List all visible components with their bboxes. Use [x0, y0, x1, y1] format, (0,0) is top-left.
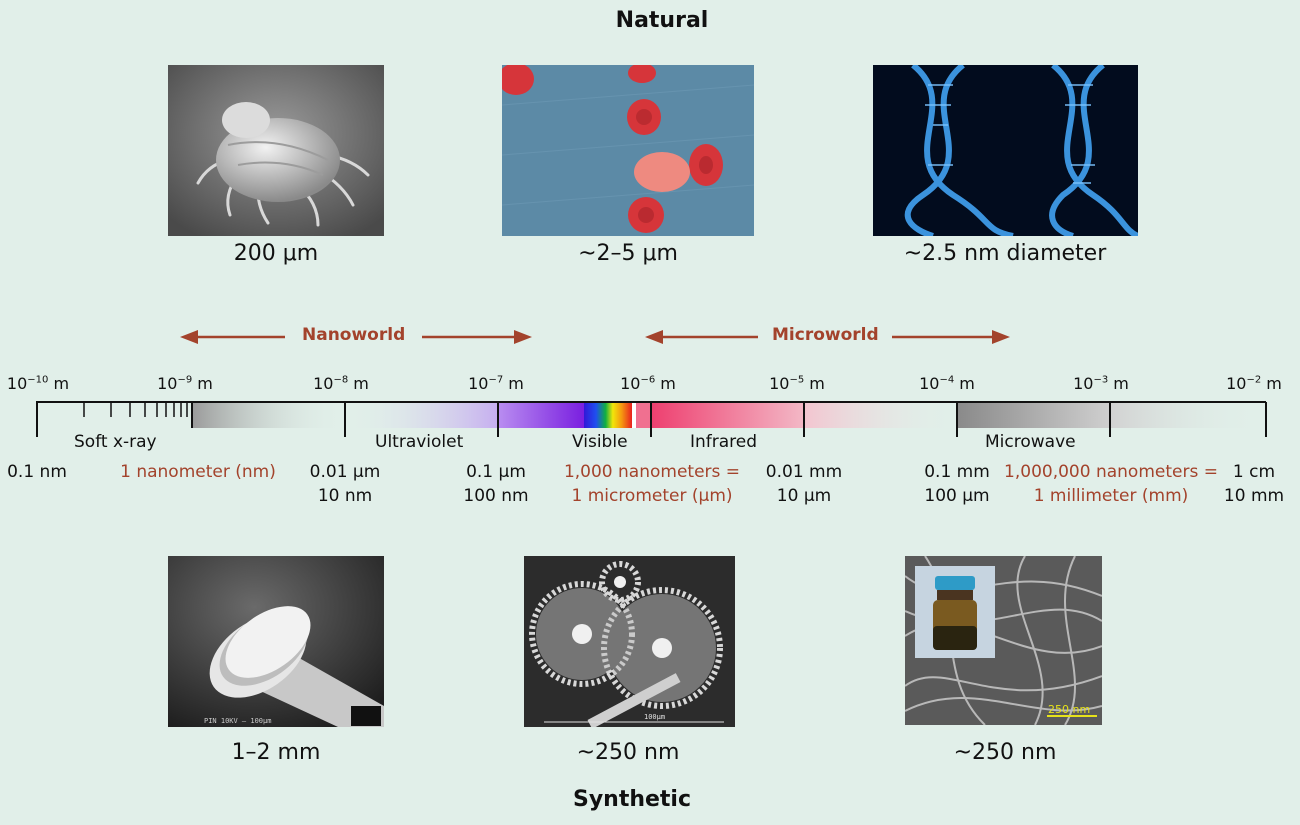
nanoworld-label: Nanoworld: [302, 325, 406, 345]
micro-gears-photo-label: 100μm: [644, 713, 665, 721]
band-ultraviolet: Ultraviolet: [375, 432, 464, 452]
microstructure-photo-label: PIN 10KV — 100μm: [204, 717, 271, 725]
natural-title: Natural: [615, 8, 709, 33]
measure-label: 0.1 μm 100 nm: [463, 462, 529, 506]
power-label: 10−10 m: [6, 374, 70, 393]
power-label: 10−2 m: [1226, 374, 1282, 393]
measure-label: 0.01 μm 10 nm: [309, 462, 381, 506]
band-microwave: Microwave: [985, 432, 1076, 452]
measure-label: 0.1 nm: [7, 462, 67, 482]
micro-gears-photo: 100μm: [524, 556, 735, 727]
dust-mite-caption: 200 μm: [233, 241, 319, 266]
red-blood-cells-caption: ~2–5 μm: [578, 241, 678, 266]
micrometer-definition: 1,000 nanometers = 1 micrometer (μm): [563, 462, 741, 506]
nanofibers-photo: 250 nm: [905, 556, 1102, 725]
measure-label: 1 cm 10 mm: [1223, 462, 1285, 506]
red-blood-cells-photo: [502, 65, 754, 236]
band-soft-xray: Soft x-ray: [74, 432, 157, 452]
nanometer-definition: 1 nanometer (nm): [120, 462, 276, 482]
power-label: 10−7 m: [468, 374, 524, 393]
nanofibers-photo-label: 250 nm: [1048, 703, 1090, 716]
world-arrows: [180, 330, 1010, 344]
millimeter-definition: 1,000,000 nanometers = 1 millimeter (mm): [1004, 462, 1218, 506]
power-label: 10−3 m: [1073, 374, 1129, 393]
microstructure-photo: PIN 10KV — 100μm: [168, 556, 384, 727]
power-label: 10−9 m: [157, 374, 213, 393]
dna-caption: ~2.5 nm diameter: [903, 241, 1107, 266]
scale-bar: [36, 401, 1267, 437]
measure-label: 0.01 mm 10 μm: [765, 462, 843, 506]
band-infrared: Infrared: [690, 432, 758, 452]
power-label: 10−4 m: [919, 374, 975, 393]
dna-helix-photo: [873, 65, 1138, 236]
microworld-label: Microworld: [772, 325, 879, 345]
power-label: 10−5 m: [769, 374, 825, 393]
micro-gears-caption: ~250 nm: [576, 740, 680, 765]
band-visible: Visible: [572, 432, 628, 452]
synthetic-title: Synthetic: [572, 787, 692, 812]
dust-mite-photo: [168, 65, 384, 236]
microstructure-caption: 1–2 mm: [231, 740, 321, 765]
power-label: 10−6 m: [620, 374, 676, 393]
measure-label: 0.1 mm 100 μm: [924, 462, 990, 506]
nanofibers-caption: ~250 nm: [953, 740, 1057, 765]
power-label: 10−8 m: [313, 374, 369, 393]
